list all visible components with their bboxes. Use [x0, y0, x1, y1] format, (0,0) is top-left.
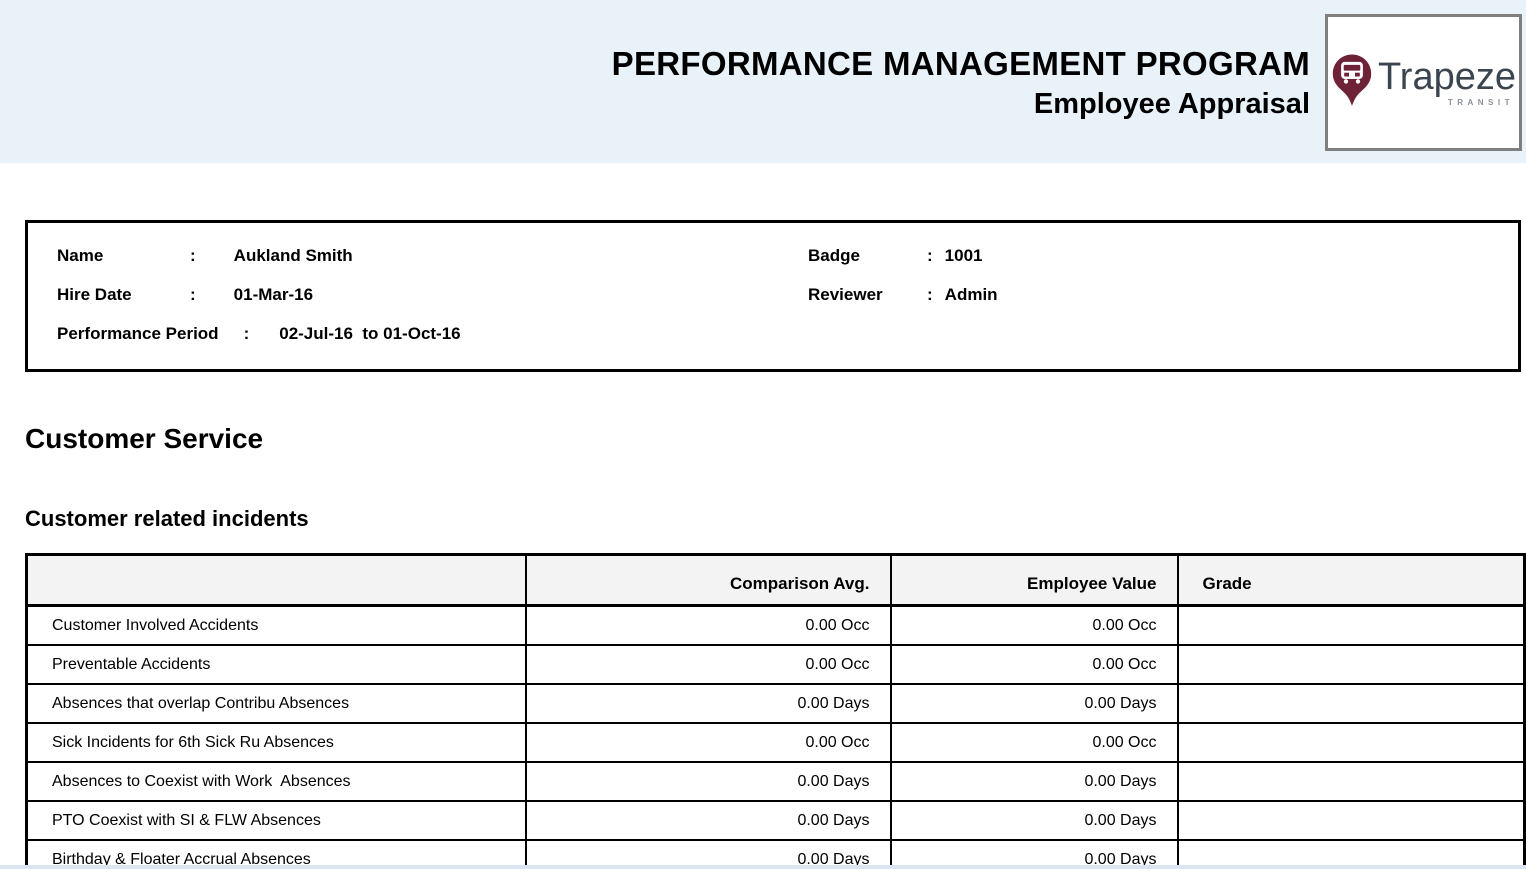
bottom-scroll-strip — [0, 865, 1526, 869]
info-field-separator: : — [927, 245, 933, 265]
employee-info-right-column: Badge : 1001 Reviewer : Admin — [808, 236, 998, 314]
bus-map-pin-icon — [1331, 53, 1373, 113]
table-row: Customer Involved Accidents 0.00 Occ 0.0… — [25, 604, 1526, 646]
info-field-row: Badge : 1001 — [808, 236, 998, 275]
comparison-avg-cell: 0.00 Occ — [524, 644, 892, 685]
report-title: PERFORMANCE MANAGEMENT PROGRAM — [611, 45, 1310, 82]
table-row: PTO Coexist with SI & FLW Absences 0.00 … — [25, 800, 1526, 841]
table-row: Absences to Coexist with Work Absences 0… — [25, 761, 1526, 802]
incidents-table: Comparison Avg. Employee Value Grade Cus… — [25, 553, 1526, 869]
report-title-block: PERFORMANCE MANAGEMENT PROGRAM Employee … — [612, 44, 1310, 125]
logo-text: Trapeze TRANSIT — [1378, 58, 1516, 107]
metric-cell: Preventable Accidents — [25, 644, 527, 685]
section-title: Customer Service — [25, 423, 264, 454]
grade-cell — [1176, 604, 1526, 646]
report-subtitle: Employee Appraisal — [1033, 88, 1310, 120]
comparison-avg-column-header: Comparison Avg. — [524, 553, 892, 607]
table-row: Absences that overlap Contribu Absences … — [25, 683, 1526, 724]
grade-cell — [1176, 722, 1526, 763]
subsection-title: Customer related incidents — [25, 506, 309, 531]
metric-cell: Absences to Coexist with Work Absences — [25, 761, 527, 802]
grade-cell — [1176, 761, 1526, 802]
grade-cell — [1176, 683, 1526, 724]
comparison-avg-cell: 0.00 Occ — [524, 722, 892, 763]
info-field-label: Name — [57, 245, 104, 265]
comparison-avg-cell: 0.00 Days — [524, 839, 892, 869]
info-field-value: 01-Mar-16 — [233, 284, 314, 304]
employee-value-cell: 0.00 Days — [889, 683, 1179, 724]
trapeze-logo: Trapeze TRANSIT — [1325, 14, 1522, 151]
comparison-avg-cell: 0.00 Days — [524, 761, 892, 802]
employee-value-cell: 0.00 Days — [889, 839, 1179, 869]
metric-cell: PTO Coexist with SI & FLW Absences — [25, 800, 527, 841]
employee-info-left-column: Name : Aukland Smith Hire Date : 01-Mar-… — [57, 236, 461, 353]
employee-value-cell: 0.00 Days — [889, 800, 1179, 841]
logo-brand-text: Trapeze — [1378, 56, 1516, 98]
info-field-row: Hire Date : 01-Mar-16 — [57, 275, 461, 314]
info-field-label: Badge — [808, 245, 860, 265]
grade-cell — [1176, 644, 1526, 685]
comparison-avg-cell: 0.00 Days — [524, 683, 892, 724]
metric-column-header — [25, 553, 527, 607]
report-header-band: PERFORMANCE MANAGEMENT PROGRAM Employee … — [0, 0, 1526, 163]
grade-column-header: Grade — [1176, 553, 1526, 607]
info-field-row: Name : Aukland Smith — [57, 236, 461, 275]
info-field-value: Admin — [944, 284, 998, 304]
info-field-label: Performance Period — [57, 323, 219, 343]
info-field-separator: : — [190, 245, 196, 265]
info-field-value: 02-Jul-16 to 01-Oct-16 — [279, 323, 461, 343]
employee-value-column-header: Employee Value — [889, 553, 1179, 607]
incidents-table-body: Customer Involved Accidents 0.00 Occ 0.0… — [25, 604, 1526, 869]
grade-cell — [1176, 839, 1526, 869]
logo-sub-text: TRANSIT — [1447, 98, 1514, 107]
grade-cell — [1176, 800, 1526, 841]
info-field-separator: : — [190, 284, 196, 304]
employee-value-cell: 0.00 Occ — [889, 604, 1179, 646]
employee-value-cell: 0.00 Occ — [889, 722, 1179, 763]
comparison-avg-cell: 0.00 Occ — [524, 604, 892, 646]
info-field-separator: : — [243, 323, 250, 343]
info-field-row: Performance Period : 02-Jul-16 to 01-Oct… — [57, 314, 461, 353]
table-row: Sick Incidents for 6th Sick Ru Absences … — [25, 722, 1526, 763]
table-row: Preventable Accidents 0.00 Occ 0.00 Occ — [25, 644, 1526, 685]
metric-cell: Absences that overlap Contribu Absences — [25, 683, 527, 724]
table-header-row: Comparison Avg. Employee Value Grade — [25, 553, 1526, 607]
employee-value-cell: 0.00 Occ — [889, 644, 1179, 685]
table-row: Birthday & Floater Accrual Absences 0.00… — [25, 839, 1526, 869]
employee-info-box: Name : Aukland Smith Hire Date : 01-Mar-… — [25, 220, 1521, 372]
info-field-label: Reviewer — [808, 284, 883, 304]
metric-cell: Sick Incidents for 6th Sick Ru Absences — [25, 722, 527, 763]
metric-cell: Birthday & Floater Accrual Absences — [25, 839, 527, 869]
metric-cell: Customer Involved Accidents — [25, 604, 527, 646]
info-field-value: Aukland Smith — [233, 245, 353, 265]
comparison-avg-cell: 0.00 Days — [524, 800, 892, 841]
info-field-separator: : — [927, 284, 933, 304]
info-field-label: Hire Date — [57, 284, 132, 304]
employee-value-cell: 0.00 Days — [889, 761, 1179, 802]
info-field-row: Reviewer : Admin — [808, 275, 998, 314]
info-field-value: 1001 — [944, 245, 983, 265]
